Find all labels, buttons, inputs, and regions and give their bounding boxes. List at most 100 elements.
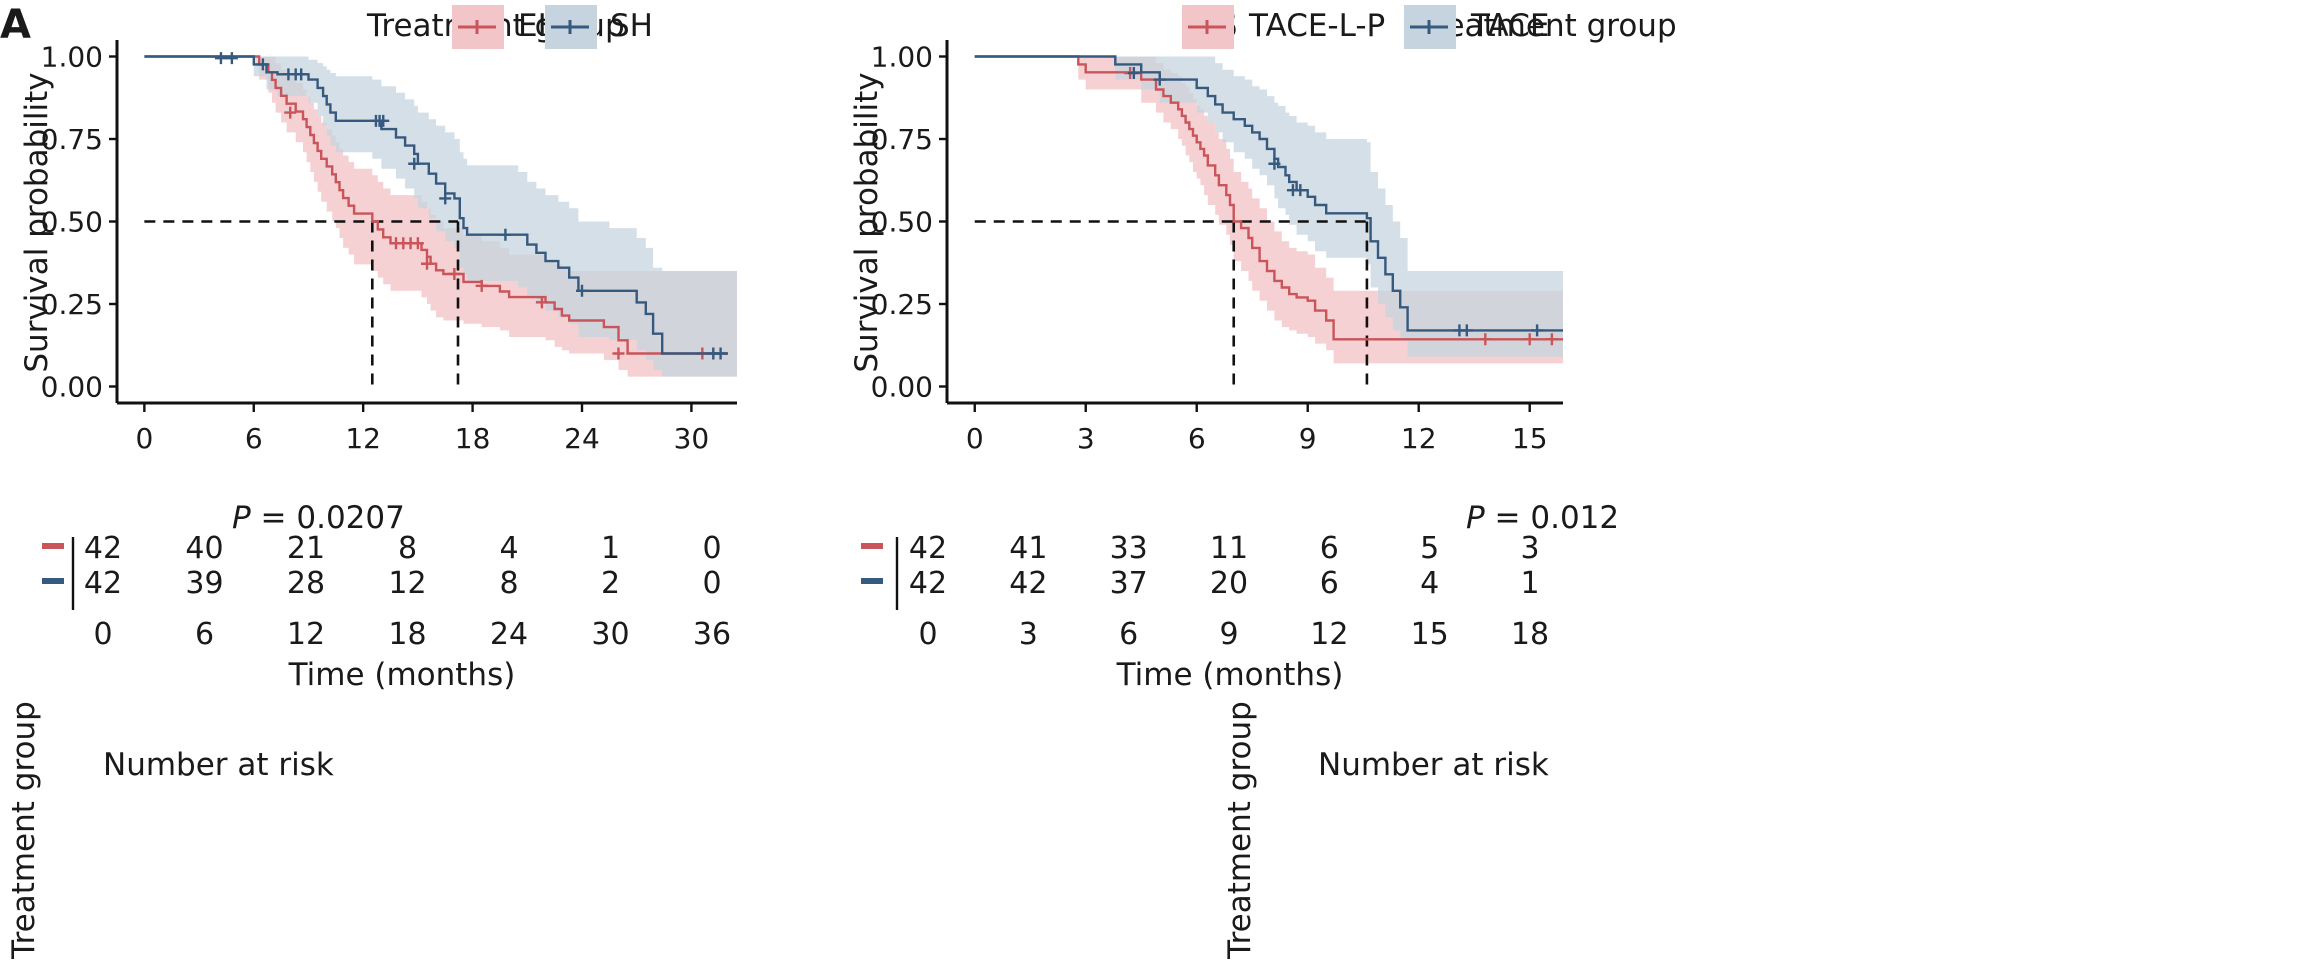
risk-strata-title-a: Treatment group	[6, 701, 42, 960]
risk-value-b-1-1: 41	[1009, 531, 1047, 566]
censor-mark-a-1-1	[284, 106, 297, 119]
risk-value-a-2-6: 0	[702, 566, 721, 601]
censor-mark-a-1-7	[448, 267, 461, 280]
x-axis-title-b: Time (months)	[1116, 657, 1344, 693]
survival-curve-b-1	[974, 55, 1563, 341]
risk-value-a-2-0: 42	[84, 566, 122, 601]
y-tick-label-a-3: 0.75	[41, 123, 103, 156]
risk-value-a-2-2: 28	[287, 566, 325, 601]
pvalue-value-a: = 0.0207	[251, 500, 405, 536]
risk-time-label-a-5: 30	[591, 617, 629, 652]
pvalue-a: P = 0.0207	[232, 500, 405, 536]
x-tick-label-b-5: 15	[1512, 422, 1548, 455]
risk-value-a-1-4: 4	[499, 531, 518, 566]
censor-mark-a-1-8	[475, 279, 488, 292]
risk-value-a-2-3: 12	[388, 566, 426, 601]
risk-value-b-2-5: 4	[1420, 566, 1439, 601]
censor-mark-a-1-9	[535, 296, 548, 309]
legend-key-mark-a-1	[470, 20, 484, 34]
y-axis-title-a: Survival probability	[19, 72, 55, 372]
risk-time-label-a-3: 18	[388, 617, 426, 652]
censor-mark-b-1-4	[1545, 333, 1558, 346]
risk-time-label-b-0: 0	[918, 617, 937, 652]
censor-mark-a-2-6	[295, 68, 308, 81]
risk-value-a-1-5: 1	[601, 531, 620, 566]
y-tick-label-b-1: 0.25	[871, 288, 933, 321]
risk-time-label-a-6: 36	[693, 617, 731, 652]
legend-title-b: Treatment group	[1418, 8, 1677, 44]
risk-color-key-b-2	[861, 578, 883, 584]
censor-mark-a-2-9	[377, 114, 390, 127]
risk-time-label-b-2: 6	[1119, 617, 1138, 652]
risk-value-b-2-3: 20	[1210, 566, 1248, 601]
risk-time-label-b-3: 9	[1219, 617, 1238, 652]
risk-value-b-1-4: 6	[1320, 531, 1339, 566]
risk-time-label-b-1: 3	[1019, 617, 1038, 652]
risk-value-a-2-5: 2	[601, 566, 620, 601]
censor-mark-a-1-5	[411, 237, 424, 250]
risk-value-a-1-6: 0	[702, 531, 721, 566]
legend-label-b-1: TACE-L-P	[1248, 8, 1385, 44]
ci-band-a-2	[144, 56, 737, 377]
risk-value-b-2-0: 42	[909, 566, 947, 601]
legend-key-mark-b-1	[1200, 20, 1214, 34]
censor-mark-a-2-12	[499, 228, 512, 241]
risk-value-a-1-2: 21	[287, 531, 325, 566]
y-tick-label-a-4: 1.00	[41, 41, 103, 74]
censor-mark-a-1-10	[612, 347, 625, 360]
y-tick-label-a-0: 0.00	[41, 371, 103, 404]
x-tick-label-b-1: 3	[1077, 422, 1095, 455]
censor-mark-b-1-3	[1523, 333, 1536, 346]
y-tick-label-b-4: 1.00	[871, 41, 933, 74]
x-tick-label-a-1: 6	[245, 422, 263, 455]
y-tick-label-b-3: 0.75	[871, 123, 933, 156]
survival-curve-a-2	[144, 55, 728, 355]
risk-title-b: Number at risk	[1318, 747, 1549, 783]
pvalue-label-b: P	[1466, 500, 1485, 536]
pvalue-value-b: = 0.012	[1485, 500, 1619, 536]
censor-mark-b-1-2	[1479, 333, 1492, 346]
censor-mark-a-2-10	[408, 157, 421, 170]
censor-mark-b-2-3	[1268, 157, 1281, 170]
censor-mark-a-2-1	[214, 52, 227, 65]
risk-time-label-b-5: 15	[1411, 617, 1449, 652]
censor-mark-a-2-11	[439, 192, 452, 205]
risk-value-b-1-0: 42	[909, 531, 947, 566]
y-tick-label-b-0: 0.00	[871, 371, 933, 404]
risk-value-a-2-4: 8	[499, 566, 518, 601]
risk-color-key-a-1	[42, 543, 64, 549]
x-tick-label-a-2: 12	[345, 422, 381, 455]
risk-time-label-a-0: 0	[93, 617, 112, 652]
y-tick-label-a-1: 0.25	[41, 288, 103, 321]
censor-mark-a-2-13	[576, 284, 588, 297]
survival-curve-a-1	[144, 55, 728, 355]
x-axis-title-a: Time (months)	[288, 657, 516, 693]
x-tick-label-a-4: 24	[564, 422, 600, 455]
risk-time-label-a-1: 6	[195, 617, 214, 652]
risk-time-label-a-4: 24	[490, 617, 528, 652]
risk-value-b-2-6: 1	[1520, 566, 1539, 601]
legend-label-b-2: TACE	[1470, 8, 1549, 44]
risk-title-a: Number at risk	[103, 747, 334, 783]
panel-letter-a: A	[0, 2, 31, 48]
pvalue-label-a: P	[232, 500, 251, 536]
x-tick-label-a-3: 18	[455, 422, 491, 455]
risk-time-label-b-4: 12	[1310, 617, 1348, 652]
risk-strata-title-b: Treatment group	[1222, 701, 1258, 960]
pvalue-b: P = 0.012	[1466, 500, 1619, 536]
risk-value-b-1-6: 3	[1520, 531, 1539, 566]
censor-mark-b-2-7	[1460, 324, 1473, 337]
x-tick-label-b-3: 9	[1299, 422, 1317, 455]
risk-color-key-a-2	[42, 578, 64, 584]
risk-value-b-2-2: 37	[1110, 566, 1148, 601]
x-tick-label-b-0: 0	[966, 422, 984, 455]
risk-value-a-2-1: 39	[185, 566, 223, 601]
censor-mark-a-2-3	[256, 58, 269, 71]
risk-value-a-1-1: 40	[185, 531, 223, 566]
y-tick-label-b-2: 0.50	[871, 206, 933, 239]
risk-value-b-1-2: 33	[1110, 531, 1148, 566]
risk-value-b-2-4: 6	[1320, 566, 1339, 601]
